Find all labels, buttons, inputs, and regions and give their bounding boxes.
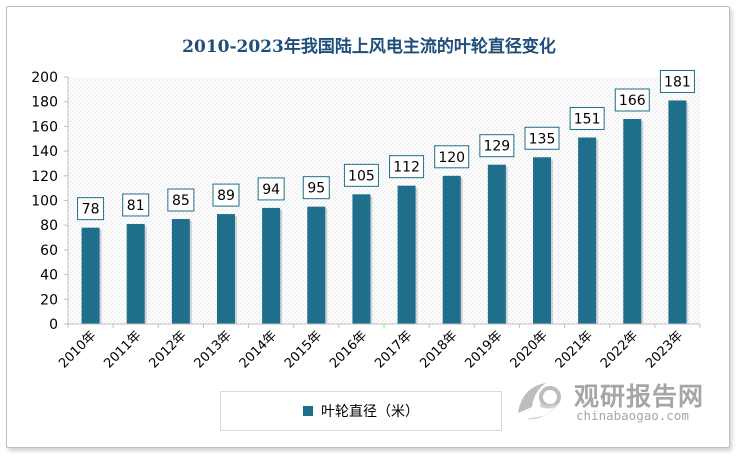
bar bbox=[487, 164, 506, 324]
bar bbox=[578, 137, 597, 324]
y-tick-label: 0 bbox=[49, 317, 58, 333]
chinabaogao-logo-icon bbox=[518, 383, 561, 420]
legend-swatch bbox=[303, 406, 313, 416]
data-label-box bbox=[479, 134, 515, 158]
data-label-box bbox=[389, 155, 425, 179]
x-tick-label: 2012年 bbox=[146, 328, 189, 371]
data-label: 129 bbox=[483, 139, 510, 155]
chart-legend: 叶轮直径（米） bbox=[220, 391, 502, 431]
data-label: 85 bbox=[172, 193, 190, 209]
x-tick-label: 2020年 bbox=[508, 328, 551, 371]
x-tick-label: 2021年 bbox=[553, 328, 596, 371]
y-tick-label: 80 bbox=[40, 218, 58, 234]
data-label-box bbox=[212, 183, 240, 207]
x-tick-label: 2013年 bbox=[192, 328, 235, 371]
chart-title: 2010-2023年我国陆上风电主流的叶轮直径变化 bbox=[182, 37, 556, 57]
bar bbox=[397, 185, 416, 324]
x-tick-label: 2010年 bbox=[56, 328, 99, 371]
data-label-box bbox=[257, 177, 285, 201]
data-label-box bbox=[167, 188, 195, 212]
data-label-box bbox=[614, 88, 650, 112]
x-tick-label: 2015年 bbox=[282, 328, 325, 371]
bar bbox=[262, 207, 281, 324]
data-label-box bbox=[302, 176, 330, 200]
x-tick-label: 2018年 bbox=[417, 328, 460, 371]
data-label: 166 bbox=[619, 93, 646, 109]
data-label-box bbox=[77, 197, 105, 221]
x-tick-label: 2022年 bbox=[598, 328, 641, 371]
bar bbox=[668, 100, 687, 324]
data-label: 89 bbox=[217, 188, 235, 204]
y-tick-label: 40 bbox=[40, 268, 58, 284]
plot-area bbox=[68, 77, 700, 324]
y-tick-label: 20 bbox=[40, 292, 58, 308]
data-label: 151 bbox=[574, 112, 601, 128]
y-tick-label: 180 bbox=[31, 95, 58, 111]
y-tick-label: 160 bbox=[31, 119, 58, 135]
bar bbox=[307, 206, 326, 324]
bar bbox=[442, 175, 461, 324]
legend-label: 叶轮直径（米） bbox=[321, 404, 419, 420]
x-tick-label: 2014年 bbox=[237, 328, 280, 371]
data-label-box bbox=[524, 126, 560, 150]
watermark-brand-en: chinabaogao.com bbox=[576, 408, 689, 423]
bar bbox=[171, 219, 190, 324]
data-label-box bbox=[569, 107, 605, 131]
x-tick-label: 2023年 bbox=[643, 328, 686, 371]
data-label-box bbox=[659, 69, 695, 93]
data-label: 105 bbox=[348, 168, 375, 184]
y-tick-label: 200 bbox=[31, 70, 58, 86]
bar bbox=[217, 214, 235, 324]
y-tick-label: 120 bbox=[31, 169, 58, 185]
x-tick-label: 2017年 bbox=[372, 328, 415, 371]
y-tick-label: 60 bbox=[40, 243, 58, 259]
x-tick-label: 2011年 bbox=[101, 328, 144, 371]
data-label: 95 bbox=[307, 181, 325, 197]
data-label: 78 bbox=[82, 202, 100, 218]
y-tick-label: 100 bbox=[31, 194, 58, 210]
bar bbox=[623, 118, 642, 325]
data-label: 81 bbox=[127, 198, 145, 214]
bar bbox=[352, 194, 371, 324]
data-label: 120 bbox=[438, 150, 465, 166]
x-tick-label: 2019年 bbox=[462, 328, 505, 371]
y-tick-label: 140 bbox=[31, 144, 58, 160]
data-label-box bbox=[434, 145, 470, 169]
bar bbox=[126, 223, 145, 324]
watermark-brand-cn: 观研报告网 bbox=[574, 382, 705, 411]
data-label: 112 bbox=[393, 160, 420, 176]
data-label-box bbox=[343, 163, 379, 187]
data-label: 181 bbox=[664, 74, 691, 90]
bar bbox=[81, 227, 100, 324]
watermark: 观研报告网 chinabaogao.com bbox=[512, 375, 722, 430]
data-label: 94 bbox=[262, 182, 280, 198]
bar bbox=[533, 157, 551, 324]
data-label: 135 bbox=[529, 131, 556, 147]
x-tick-label: 2016年 bbox=[327, 328, 370, 371]
data-label-box bbox=[122, 193, 150, 217]
